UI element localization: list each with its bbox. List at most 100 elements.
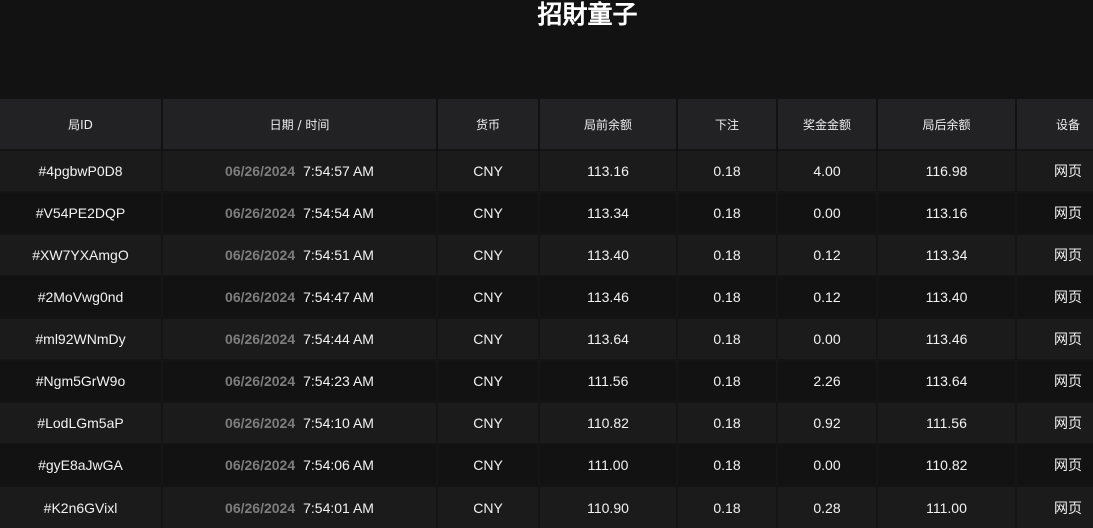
table-row[interactable]: #XW7YXAmgO 06/26/2024 7:54:51 AM CNY 113.40 0… (0, 233, 1093, 276)
table-row[interactable]: #K2n6GVixl 06/26/2024 7:54:01 AM CNY 110.90 0… (0, 485, 1093, 528)
time: 7:54:51 AM (303, 247, 374, 263)
bet: 0.18 (677, 275, 778, 318)
date-time: 06/26/2024 7:54:47 AM (162, 275, 438, 318)
time: 7:54:44 AM (303, 331, 374, 347)
currency: CNY (437, 401, 540, 444)
date: 06/26/2024 (225, 499, 296, 516)
round-id: #LodLGm5aP (0, 401, 163, 444)
date: 06/26/2024 (225, 331, 296, 347)
win-amount: 4.00 (777, 149, 878, 192)
bet: 0.18 (677, 317, 778, 360)
date: 06/26/2024 (225, 247, 296, 263)
currency: CNY (437, 191, 540, 234)
device: 网页 (1016, 317, 1093, 360)
date: 06/26/2024 (225, 415, 296, 431)
win-amount: 0.00 (777, 443, 878, 486)
device: 网页 (1016, 191, 1093, 234)
balance-before: 111.00 (539, 443, 678, 486)
balance-before: 111.56 (539, 359, 678, 402)
device: 网页 (1016, 275, 1093, 318)
time: 7:54:57 AM (303, 163, 374, 179)
balance-before: 113.16 (539, 149, 678, 192)
balance-after: 110.82 (877, 443, 1017, 486)
currency: CNY (437, 317, 540, 360)
column-header[interactable]: 货币 (437, 99, 540, 150)
column-header[interactable]: 局前余额 (539, 99, 678, 150)
column-header[interactable]: 设备 (1016, 99, 1093, 150)
date-time: 06/26/2024 7:54:54 AM (162, 191, 438, 234)
table-row[interactable]: #Ngm5GrW9o 06/26/2024 7:54:23 AM CNY 111.56 0… (0, 359, 1093, 402)
win-amount: 0.00 (777, 191, 878, 234)
device: 网页 (1016, 233, 1093, 276)
round-id: #2MoVwg0nd (0, 275, 163, 318)
bet: 0.18 (677, 485, 778, 528)
currency: CNY (437, 485, 540, 528)
balance-after: 111.56 (877, 401, 1017, 444)
balance-before: 110.90 (539, 485, 678, 528)
balance-before: 110.82 (539, 401, 678, 444)
win-amount: 0.92 (777, 401, 878, 444)
date-time: 06/26/2024 7:54:51 AM (162, 233, 438, 276)
device: 网页 (1016, 443, 1093, 486)
round-id: #4pgbwP0D8 (0, 149, 163, 192)
table-row[interactable]: #LodLGm5aP 06/26/2024 7:54:10 AM CNY 110.82 0… (0, 401, 1093, 444)
round-id: #gyE8aJwGA (0, 443, 163, 486)
date-time: 06/26/2024 7:54:23 AM (162, 359, 438, 402)
round-id: #V54PE2DQP (0, 191, 163, 234)
table-row[interactable]: #gyE8aJwGA 06/26/2024 7:54:06 AM CNY 111.00 0… (0, 443, 1093, 486)
date: 06/26/2024 (225, 289, 296, 305)
date-time: 06/26/2024 7:54:01 AM (162, 485, 438, 528)
win-amount: 0.12 (777, 233, 878, 276)
date-time: 06/26/2024 7:54:10 AM (162, 401, 438, 444)
time: 7:54:54 AM (303, 205, 374, 221)
bet: 0.18 (677, 149, 778, 192)
bet: 0.18 (677, 443, 778, 486)
round-id: #K2n6GVixl (0, 485, 163, 528)
table-row[interactable]: #4pgbwP0D8 06/26/2024 7:54:57 AM CNY 113.16 0… (0, 149, 1093, 192)
table-row[interactable]: #2MoVwg0nd 06/26/2024 7:54:47 AM CNY 113.46 0… (0, 275, 1093, 318)
win-amount: 0.12 (777, 275, 878, 318)
bet: 0.18 (677, 233, 778, 276)
table-header: 局ID 日期 / 时间 货币 局前余额 下注 奖金金额 局后余额 设备 (0, 99, 1093, 150)
date: 06/26/2024 (225, 373, 296, 389)
time: 7:54:23 AM (303, 373, 374, 389)
balance-after: 113.64 (877, 359, 1017, 402)
balance-before: 113.46 (539, 275, 678, 318)
device: 网页 (1016, 401, 1093, 444)
balance-before: 113.40 (539, 233, 678, 276)
time: 7:54:47 AM (303, 289, 374, 305)
round-id: #XW7YXAmgO (0, 233, 163, 276)
balance-before: 113.64 (539, 317, 678, 360)
date-time: 06/26/2024 7:54:57 AM (162, 149, 438, 192)
column-header[interactable]: 奖金金额 (777, 99, 878, 150)
date: 06/26/2024 (225, 457, 296, 473)
win-amount: 2.26 (777, 359, 878, 402)
device: 网页 (1016, 359, 1093, 402)
page-title: 招財童子 (537, 0, 638, 29)
column-header[interactable]: 局后余额 (877, 99, 1017, 150)
date-time: 06/26/2024 7:54:44 AM (162, 317, 438, 360)
currency: CNY (437, 443, 540, 486)
column-header[interactable]: 下注 (677, 99, 778, 150)
currency: CNY (437, 149, 540, 192)
table-row[interactable]: #ml92WNmDy 06/26/2024 7:54:44 AM CNY 113.64 0… (0, 317, 1093, 360)
currency: CNY (437, 359, 540, 402)
column-header[interactable]: 局ID (0, 99, 163, 150)
date-time: 06/26/2024 7:54:06 AM (162, 443, 438, 486)
balance-after: 111.00 (877, 485, 1017, 528)
table-row[interactable]: #V54PE2DQP 06/26/2024 7:54:54 AM CNY 113.34 0… (0, 191, 1093, 234)
win-amount: 0.28 (777, 485, 878, 528)
balance-after: 113.34 (877, 233, 1017, 276)
time: 7:54:01 AM (303, 499, 374, 516)
time: 7:54:10 AM (303, 415, 374, 431)
device: 网页 (1016, 485, 1093, 528)
currency: CNY (437, 233, 540, 276)
bet: 0.18 (677, 359, 778, 402)
win-amount: 0.00 (777, 317, 878, 360)
balance-after: 113.46 (877, 317, 1017, 360)
balance-after: 113.40 (877, 275, 1017, 318)
balance-after: 116.98 (877, 149, 1017, 192)
time: 7:54:06 AM (303, 457, 374, 473)
column-header[interactable]: 日期 / 时间 (162, 99, 438, 150)
round-history-table: 局ID 日期 / 时间 货币 局前余额 下注 奖金金额 局后余额 设备 #4pgbwP0D8 0… (0, 99, 1093, 528)
